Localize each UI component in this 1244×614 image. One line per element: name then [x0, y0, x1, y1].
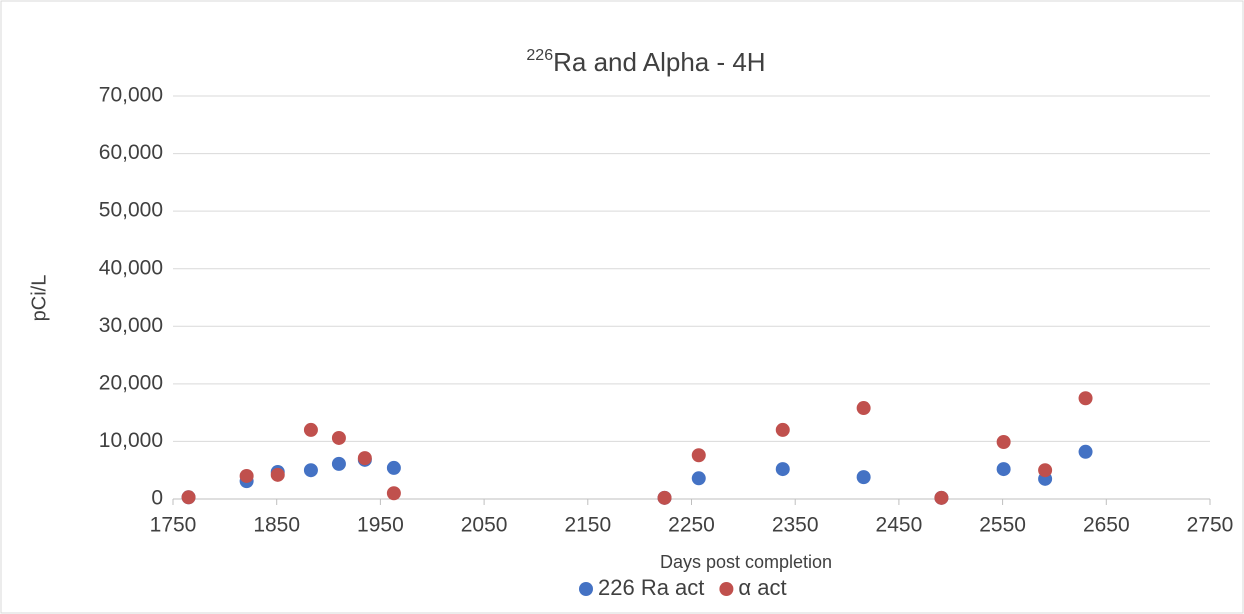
data-point	[386, 460, 401, 475]
y-tick-label: 40,000	[99, 256, 163, 279]
data-point	[181, 490, 196, 505]
title-text: Ra and Alpha - 4H	[553, 47, 765, 77]
data-point	[357, 451, 372, 466]
x-tick-label: 2550	[979, 514, 1026, 537]
data-point	[303, 422, 318, 437]
data-point	[934, 490, 949, 505]
data-point	[775, 422, 790, 437]
data-point	[856, 470, 871, 485]
data-point	[1078, 444, 1093, 459]
x-tick-label: 1850	[253, 514, 300, 537]
data-point	[996, 435, 1011, 450]
data-point	[270, 467, 285, 482]
legend-marker	[579, 582, 593, 596]
y-axis-label: pCi/L	[28, 275, 50, 322]
x-tick-label: 1750	[150, 514, 197, 537]
chart-title: 226Ra and Alpha - 4H	[526, 47, 765, 77]
y-tick-label: 20,000	[99, 371, 163, 394]
x-tick-label: 1950	[357, 514, 404, 537]
data-point	[239, 468, 254, 483]
x-tick-label: 2050	[461, 514, 508, 537]
x-tick-label: 2250	[668, 514, 715, 537]
y-tick-label: 70,000	[99, 84, 163, 107]
title-superscript: 226	[526, 47, 553, 64]
data-point	[691, 471, 706, 486]
data-point	[996, 462, 1011, 477]
x-tick-label: 2350	[772, 514, 819, 537]
x-tick-label: 2650	[1083, 514, 1130, 537]
data-point	[331, 456, 346, 471]
data-point	[657, 490, 672, 505]
data-point	[386, 486, 401, 501]
y-tick-label: 60,000	[99, 141, 163, 164]
data-point	[856, 401, 871, 416]
legend-label: α act	[738, 575, 786, 600]
data-point	[303, 463, 318, 478]
y-tick-label: 0	[151, 487, 163, 510]
y-tick-label: 10,000	[99, 429, 163, 452]
y-tick-label: 30,000	[99, 314, 163, 337]
data-point	[775, 462, 790, 477]
x-axis-label: Days post completion	[660, 552, 832, 572]
data-point	[691, 448, 706, 463]
x-tick-label: 2450	[876, 514, 923, 537]
data-point	[331, 430, 346, 445]
data-point	[1038, 463, 1053, 478]
x-tick-label: 2150	[564, 514, 611, 537]
y-tick-label: 50,000	[99, 199, 163, 222]
legend-marker	[719, 582, 734, 596]
legend-label: 226 Ra act	[598, 575, 704, 600]
data-point	[1078, 391, 1093, 406]
x-tick-label: 2750	[1187, 514, 1234, 537]
